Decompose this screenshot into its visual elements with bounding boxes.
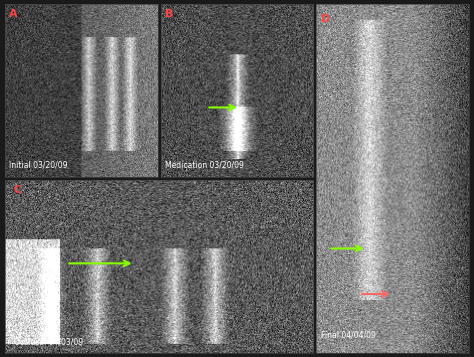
Text: A: A	[9, 9, 18, 19]
Text: C: C	[14, 185, 22, 195]
Text: Occlusal 04/03/09: Occlusal 04/03/09	[14, 337, 83, 347]
Text: Final 04/04/09: Final 04/04/09	[321, 331, 376, 340]
Text: D: D	[321, 14, 330, 24]
Text: B: B	[165, 9, 173, 19]
Text: Initial 03/20/09: Initial 03/20/09	[9, 161, 68, 170]
Text: Medication 03/20/09: Medication 03/20/09	[165, 161, 244, 170]
